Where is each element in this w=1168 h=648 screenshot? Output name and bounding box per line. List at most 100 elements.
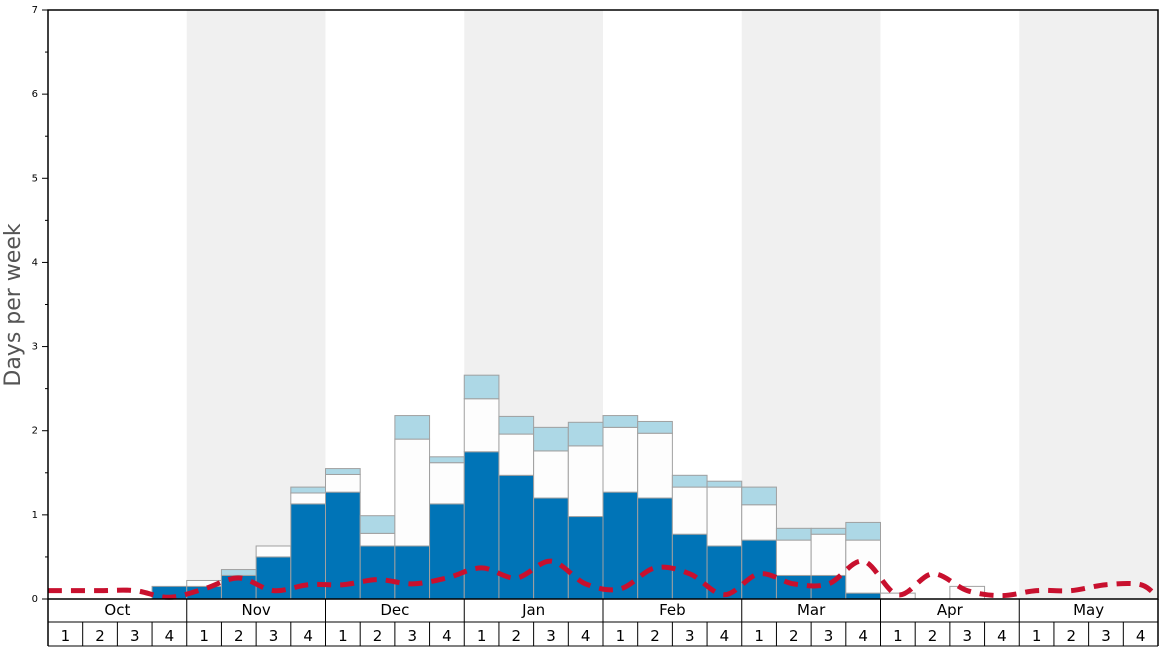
week-label: 2	[1067, 627, 1077, 645]
week-label: 1	[754, 627, 764, 645]
bar-segment-2-week-11	[394, 438, 431, 547]
y-tick-label: 7	[32, 5, 38, 16]
month-label-jan: Jan	[521, 601, 545, 619]
bar-segment-3-week-18	[637, 420, 673, 434]
dashed-trend-line	[48, 558, 1160, 600]
bar-segment-3-week-13	[463, 374, 500, 400]
week-label: 2	[512, 627, 522, 645]
week-label: 2	[789, 627, 799, 645]
bar-segment-2-week-16	[567, 445, 604, 518]
bar-segment-3-week-17	[602, 415, 639, 428]
week-label: 3	[407, 627, 417, 645]
week-label: 2	[928, 627, 938, 645]
bar-segment-2-week-7	[255, 545, 292, 558]
bar-segment-2-week-10	[359, 532, 396, 547]
bar-segment-3-week-24	[845, 521, 881, 541]
y-axis: 0 1 2 3 4 5 6 7	[32, 5, 48, 605]
week-label: 4	[303, 627, 313, 645]
bar-segment-3-week-16	[567, 421, 604, 447]
week-label: 3	[546, 627, 556, 645]
y-tick-label: 4	[32, 257, 38, 268]
bar-segment-2-week-8	[290, 492, 326, 505]
bar-segment-2-week-25	[880, 592, 916, 600]
y-tick-label: 0	[32, 594, 38, 605]
bar-segment-3-week-23	[810, 527, 847, 535]
week-label: 4	[165, 627, 175, 645]
bar-segment-1-week-11	[394, 545, 431, 600]
bar-segment-2-week-9	[325, 473, 361, 493]
bar-segment-1-week-14	[498, 474, 535, 600]
week-label: 4	[442, 627, 452, 645]
week-label: 2	[95, 627, 105, 645]
bar-segment-3-week-21	[741, 486, 777, 506]
bar-segment-3-week-11	[394, 415, 431, 440]
bar-segment-1-week-13	[463, 451, 500, 600]
week-label: 1	[477, 627, 487, 645]
week-label: 1	[1032, 627, 1042, 645]
y-tick-label: 3	[32, 342, 38, 353]
bar-segment-2-week-21	[741, 504, 777, 541]
month-label-feb: Feb	[659, 601, 686, 619]
bar-segment-1-week-22	[775, 574, 812, 600]
week-label: 1	[338, 627, 348, 645]
week-label: 2	[234, 627, 244, 645]
bar-segment-3-week-10	[359, 515, 396, 534]
bar-segment-3-week-19	[671, 474, 708, 488]
y-tick-label: 6	[32, 89, 38, 100]
month-label-oct: Oct	[104, 601, 130, 619]
y-tick-label: 5	[32, 173, 38, 184]
month-label-dec: Dec	[380, 601, 409, 619]
y-tick-label: 1	[32, 510, 38, 521]
bar-segment-1-week-21	[741, 539, 777, 600]
week-label: 1	[61, 627, 71, 645]
x-axis: Oct 1 2 3 4 Nov 1 2 3 4 Dec 1 2 3 4 Jan 1 2 3 4 Feb 1 2 3 4 Mar 1 2…	[47, 599, 1159, 647]
bar-segment-3-week-15	[533, 426, 569, 452]
bar-segment-2-week-13	[463, 398, 500, 453]
week-label: 4	[1136, 627, 1146, 645]
week-label: 1	[199, 627, 209, 645]
bar-segment-2-week-12	[429, 462, 465, 505]
y-tick-label: 2	[32, 426, 38, 437]
week-label: 1	[893, 627, 903, 645]
bar-segment-1-week-15	[533, 497, 569, 600]
week-label: 3	[1101, 627, 1111, 645]
month-label-nov: Nov	[241, 601, 270, 619]
bar-segment-2-week-23	[810, 533, 847, 576]
bar-segment-2-week-17	[602, 426, 639, 493]
month-label-may: May	[1073, 601, 1104, 619]
bar-segment-3-week-14	[498, 415, 535, 435]
bar-segment-1-week-19	[671, 533, 708, 600]
week-label: 1	[616, 627, 626, 645]
week-label: 3	[269, 627, 279, 645]
week-label: 3	[962, 627, 972, 645]
week-label: 4	[997, 627, 1007, 645]
week-label: 3	[130, 627, 140, 645]
bar-segment-1-week-16	[567, 516, 604, 600]
bar-segment-2-week-22	[775, 539, 812, 576]
bar-segment-3-week-12	[429, 456, 465, 464]
bar-segment-3-week-8	[290, 486, 326, 494]
bar-stack-group	[151, 374, 986, 600]
month-label-mar: Mar	[797, 601, 826, 619]
bar-segment-2-week-20	[706, 486, 743, 547]
bar-segment-2-week-19	[671, 486, 708, 535]
bar-segment-1-week-10	[359, 545, 396, 600]
week-label: 3	[685, 627, 695, 645]
week-label: 4	[858, 627, 868, 645]
bar-segment-1-week-18	[637, 497, 673, 600]
bar-segment-1-week-9	[325, 491, 361, 600]
week-label: 2	[650, 627, 660, 645]
bar-segment-1-week-24	[845, 592, 881, 600]
week-label: 2	[373, 627, 383, 645]
week-label: 4	[581, 627, 591, 645]
bar-segment-2-week-18	[637, 432, 673, 499]
bar-segment-1-week-12	[429, 503, 465, 600]
bar-segment-3-week-9	[325, 468, 361, 475]
bar-segment-3-week-20	[706, 480, 743, 488]
week-label: 4	[720, 627, 730, 645]
bar-segment-3-week-6	[220, 569, 257, 576]
month-shading	[186, 10, 1158, 599]
bar-segment-2-week-15	[533, 450, 569, 499]
bar-segment-3-week-22	[775, 527, 812, 541]
month-band-may	[1019, 10, 1158, 599]
